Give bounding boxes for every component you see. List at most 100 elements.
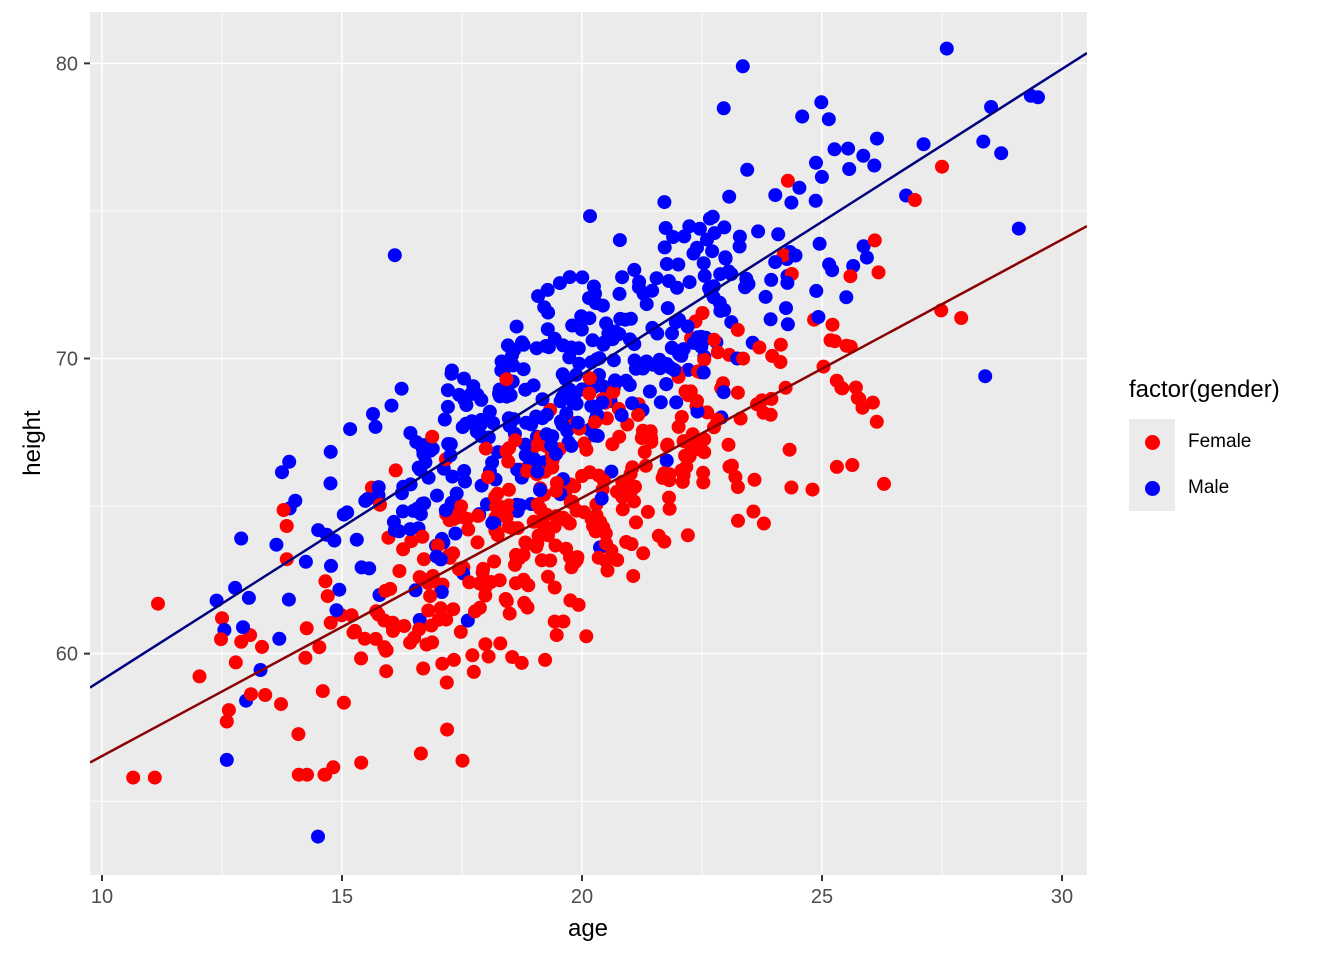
data-point-male <box>595 395 610 410</box>
data-point-male <box>437 412 452 427</box>
x-tick-label: 10 <box>91 886 113 908</box>
data-point-female <box>657 534 672 549</box>
data-point-male <box>416 446 431 461</box>
data-point-female <box>538 652 553 667</box>
data-point-female <box>871 265 886 280</box>
data-point-male <box>659 377 674 392</box>
data-point-female <box>508 576 523 591</box>
data-point-male <box>282 454 297 469</box>
data-point-female <box>368 631 383 646</box>
data-point-female <box>549 483 564 498</box>
data-point-male <box>916 137 931 152</box>
data-point-male <box>768 188 783 203</box>
data-point-male <box>682 219 697 234</box>
data-point-male <box>452 387 467 402</box>
data-point-male <box>780 275 795 290</box>
data-point-male <box>457 464 472 478</box>
data-point-male <box>443 448 458 463</box>
data-point-female <box>470 535 485 550</box>
data-point-female <box>244 687 258 702</box>
data-point-female <box>347 623 362 638</box>
data-point-female <box>318 574 333 589</box>
data-point-female <box>746 504 761 519</box>
data-point-male <box>539 427 554 442</box>
data-point-female <box>416 661 431 676</box>
data-point-female <box>627 494 641 509</box>
data-point-male <box>371 480 386 495</box>
y-axis-title: height <box>19 410 46 476</box>
data-point-male <box>597 335 612 350</box>
data-point-male <box>740 162 755 177</box>
data-point-male <box>485 455 500 470</box>
data-point-male <box>669 395 684 410</box>
data-point-female <box>587 415 602 430</box>
data-point-male <box>809 283 824 298</box>
data-point-male <box>533 483 547 497</box>
data-point-female <box>476 561 491 576</box>
data-point-female <box>505 650 520 664</box>
data-point-female <box>430 538 445 553</box>
data-point-male <box>269 537 284 552</box>
data-point-female <box>472 576 487 591</box>
data-point-male <box>440 399 455 414</box>
data-point-female <box>492 573 507 588</box>
data-point-male <box>562 270 577 285</box>
data-point-female <box>291 727 306 742</box>
data-point-female <box>845 458 860 472</box>
legend-title: factor(gender) <box>1129 376 1280 403</box>
data-point-female <box>547 580 562 595</box>
data-point-male <box>657 240 672 255</box>
legend-item-male: Male <box>1129 465 1280 511</box>
data-point-male <box>566 396 581 410</box>
data-point-female <box>564 560 579 575</box>
data-point-female <box>827 334 842 349</box>
data-point-male <box>541 340 556 355</box>
data-point-female <box>721 437 736 452</box>
data-point-male <box>735 59 750 74</box>
data-point-male <box>417 496 432 511</box>
data-point-male <box>939 41 954 56</box>
data-point-male <box>519 415 534 430</box>
data-point-female <box>606 384 621 399</box>
data-point-male <box>349 532 364 547</box>
data-point-male <box>228 580 243 595</box>
data-point-male <box>323 444 338 459</box>
data-point-female <box>315 684 330 699</box>
legend-key <box>1129 419 1175 465</box>
data-point-female <box>385 615 400 630</box>
data-point-male <box>682 275 697 290</box>
data-point-male <box>384 398 399 413</box>
data-point-female <box>834 380 849 395</box>
data-point-male <box>281 592 296 607</box>
data-point-male <box>311 829 325 844</box>
data-point-female <box>433 601 448 616</box>
data-point-male <box>516 362 531 377</box>
data-point-female <box>825 317 840 332</box>
data-point-female <box>736 351 751 366</box>
data-point-female <box>221 703 236 718</box>
data-point-female <box>518 535 533 550</box>
data-point-male <box>585 333 600 348</box>
data-point-female <box>462 575 477 590</box>
data-point-male <box>780 317 795 332</box>
data-point-male <box>612 286 627 301</box>
data-point-female <box>412 622 427 637</box>
data-point-female <box>412 570 427 585</box>
data-point-male <box>474 392 489 407</box>
data-point-female <box>640 504 655 519</box>
data-point-male <box>272 631 287 646</box>
data-point-male <box>386 514 401 529</box>
data-point-female <box>214 632 228 647</box>
data-point-female <box>502 441 517 456</box>
data-point-female <box>680 528 695 543</box>
data-point-male <box>659 357 674 371</box>
data-point-female <box>865 395 880 410</box>
data-point-male <box>694 329 709 344</box>
data-point-female <box>805 482 820 497</box>
data-point-female <box>629 515 643 530</box>
data-point-female <box>192 669 207 684</box>
axis-ticks <box>84 62 1064 881</box>
data-point-female <box>219 714 234 729</box>
data-point-female <box>317 767 332 782</box>
